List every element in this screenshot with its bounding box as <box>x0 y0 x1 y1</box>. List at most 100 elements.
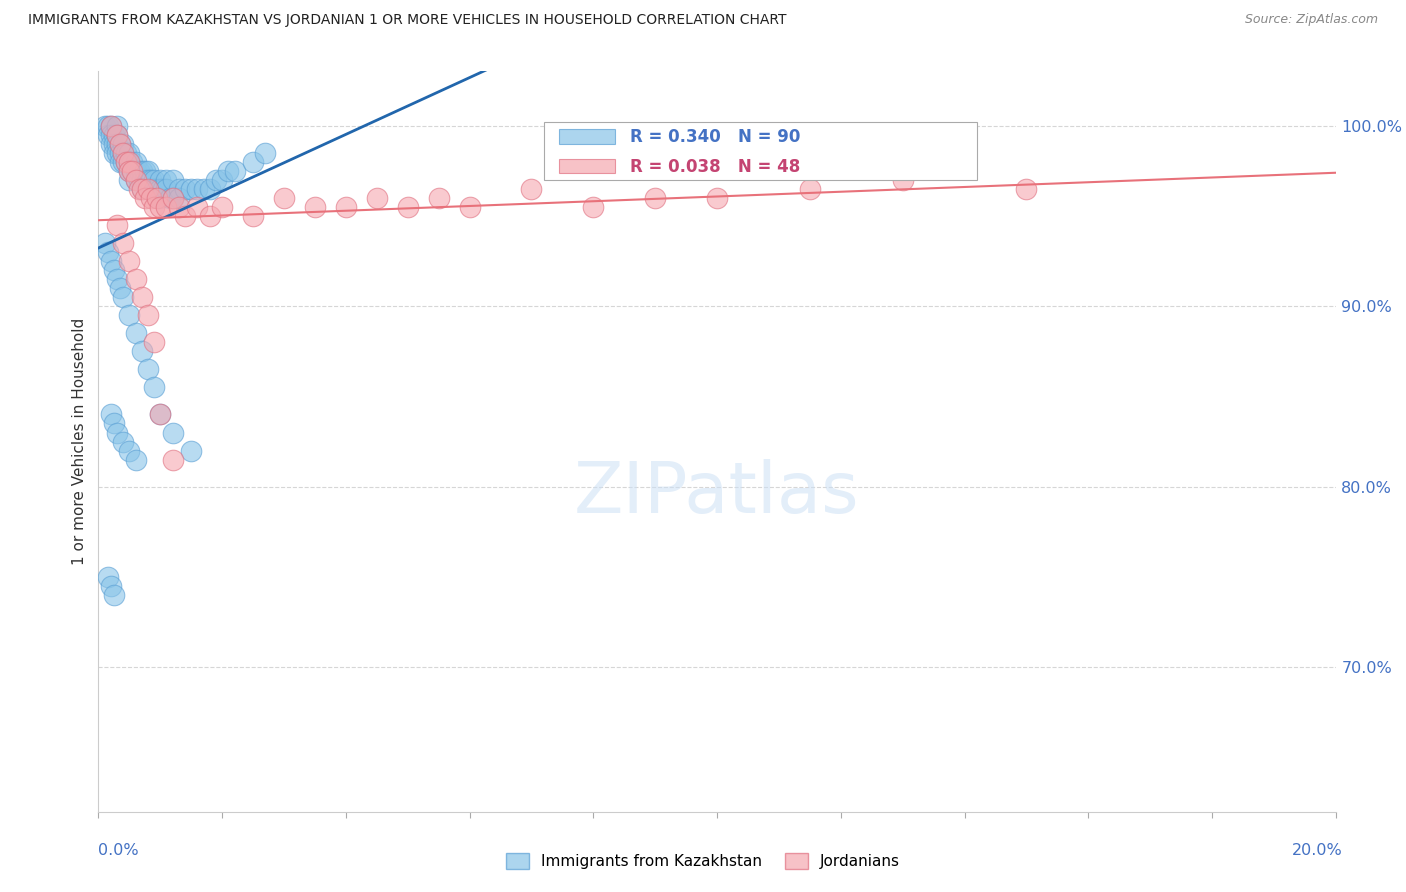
Point <box>131 182 153 196</box>
Point <box>128 172 150 186</box>
Point <box>112 136 135 151</box>
Bar <box>544 122 977 179</box>
Point <box>103 136 125 151</box>
Point <box>121 154 143 169</box>
Point <box>143 172 166 186</box>
Point <box>103 588 125 602</box>
Point <box>520 182 543 196</box>
Point <box>124 172 146 186</box>
Point <box>118 443 141 458</box>
Point <box>118 172 141 186</box>
Point <box>162 191 184 205</box>
Point <box>149 408 172 422</box>
Point <box>121 163 143 178</box>
Point <box>131 182 153 196</box>
Point <box>115 154 138 169</box>
Point <box>105 128 128 142</box>
Point <box>167 200 190 214</box>
Point <box>115 154 138 169</box>
Point <box>118 308 141 322</box>
Text: 20.0%: 20.0% <box>1292 843 1343 858</box>
Point <box>100 136 122 151</box>
Point <box>105 128 128 142</box>
Point <box>242 209 264 223</box>
Point <box>139 191 162 205</box>
Point <box>100 119 122 133</box>
Point <box>124 326 146 341</box>
Point <box>136 172 159 186</box>
Point <box>134 163 156 178</box>
Point <box>128 182 150 196</box>
Point <box>149 200 172 214</box>
Point <box>458 200 481 214</box>
Point <box>97 128 120 142</box>
Point <box>149 172 172 186</box>
Point <box>124 163 146 178</box>
Point <box>97 570 120 584</box>
Point <box>100 128 122 142</box>
Point <box>93 119 115 133</box>
Point <box>139 182 162 196</box>
Point <box>427 191 450 205</box>
Point <box>180 182 202 196</box>
Point <box>124 272 146 286</box>
Point <box>131 163 153 178</box>
Point <box>134 172 156 186</box>
Point <box>93 235 115 250</box>
Point <box>112 154 135 169</box>
Point <box>167 182 190 196</box>
Point <box>112 145 135 160</box>
Point <box>97 244 120 259</box>
Point <box>118 163 141 178</box>
Point <box>124 154 146 169</box>
Text: IMMIGRANTS FROM KAZAKHSTAN VS JORDANIAN 1 OR MORE VEHICLES IN HOUSEHOLD CORRELAT: IMMIGRANTS FROM KAZAKHSTAN VS JORDANIAN … <box>28 13 786 28</box>
Point <box>118 145 141 160</box>
Point <box>180 443 202 458</box>
Point <box>100 254 122 268</box>
Point <box>155 182 177 196</box>
Point <box>112 434 135 449</box>
Point <box>396 200 419 214</box>
Point <box>152 182 174 196</box>
Point <box>105 272 128 286</box>
Point <box>100 408 122 422</box>
Bar <box>560 159 614 173</box>
Point <box>115 145 138 160</box>
Point <box>799 182 821 196</box>
Point <box>205 172 228 186</box>
Point <box>644 191 666 205</box>
Point <box>124 452 146 467</box>
Point <box>143 200 166 214</box>
Point <box>146 182 169 196</box>
Point <box>118 154 141 169</box>
Point <box>108 154 131 169</box>
Point <box>224 163 246 178</box>
Text: R = 0.340   N = 90: R = 0.340 N = 90 <box>630 128 801 145</box>
Bar <box>560 129 614 144</box>
Point <box>149 182 172 196</box>
Point <box>159 191 181 205</box>
Point <box>335 200 357 214</box>
Point <box>706 191 728 205</box>
Point <box>242 154 264 169</box>
Point <box>174 209 197 223</box>
Point <box>97 119 120 133</box>
Point <box>136 308 159 322</box>
Point <box>186 182 208 196</box>
Point <box>105 218 128 232</box>
Point <box>108 145 131 160</box>
Point <box>128 163 150 178</box>
Point <box>155 172 177 186</box>
Point <box>139 172 162 186</box>
Point <box>155 200 177 214</box>
Point <box>211 172 233 186</box>
Point <box>273 191 295 205</box>
Text: Source: ZipAtlas.com: Source: ZipAtlas.com <box>1244 13 1378 27</box>
Point <box>103 417 125 431</box>
Point <box>217 163 239 178</box>
Point <box>112 290 135 304</box>
Text: 0.0%: 0.0% <box>98 843 139 858</box>
Point <box>162 172 184 186</box>
Point <box>136 362 159 376</box>
Point <box>134 191 156 205</box>
